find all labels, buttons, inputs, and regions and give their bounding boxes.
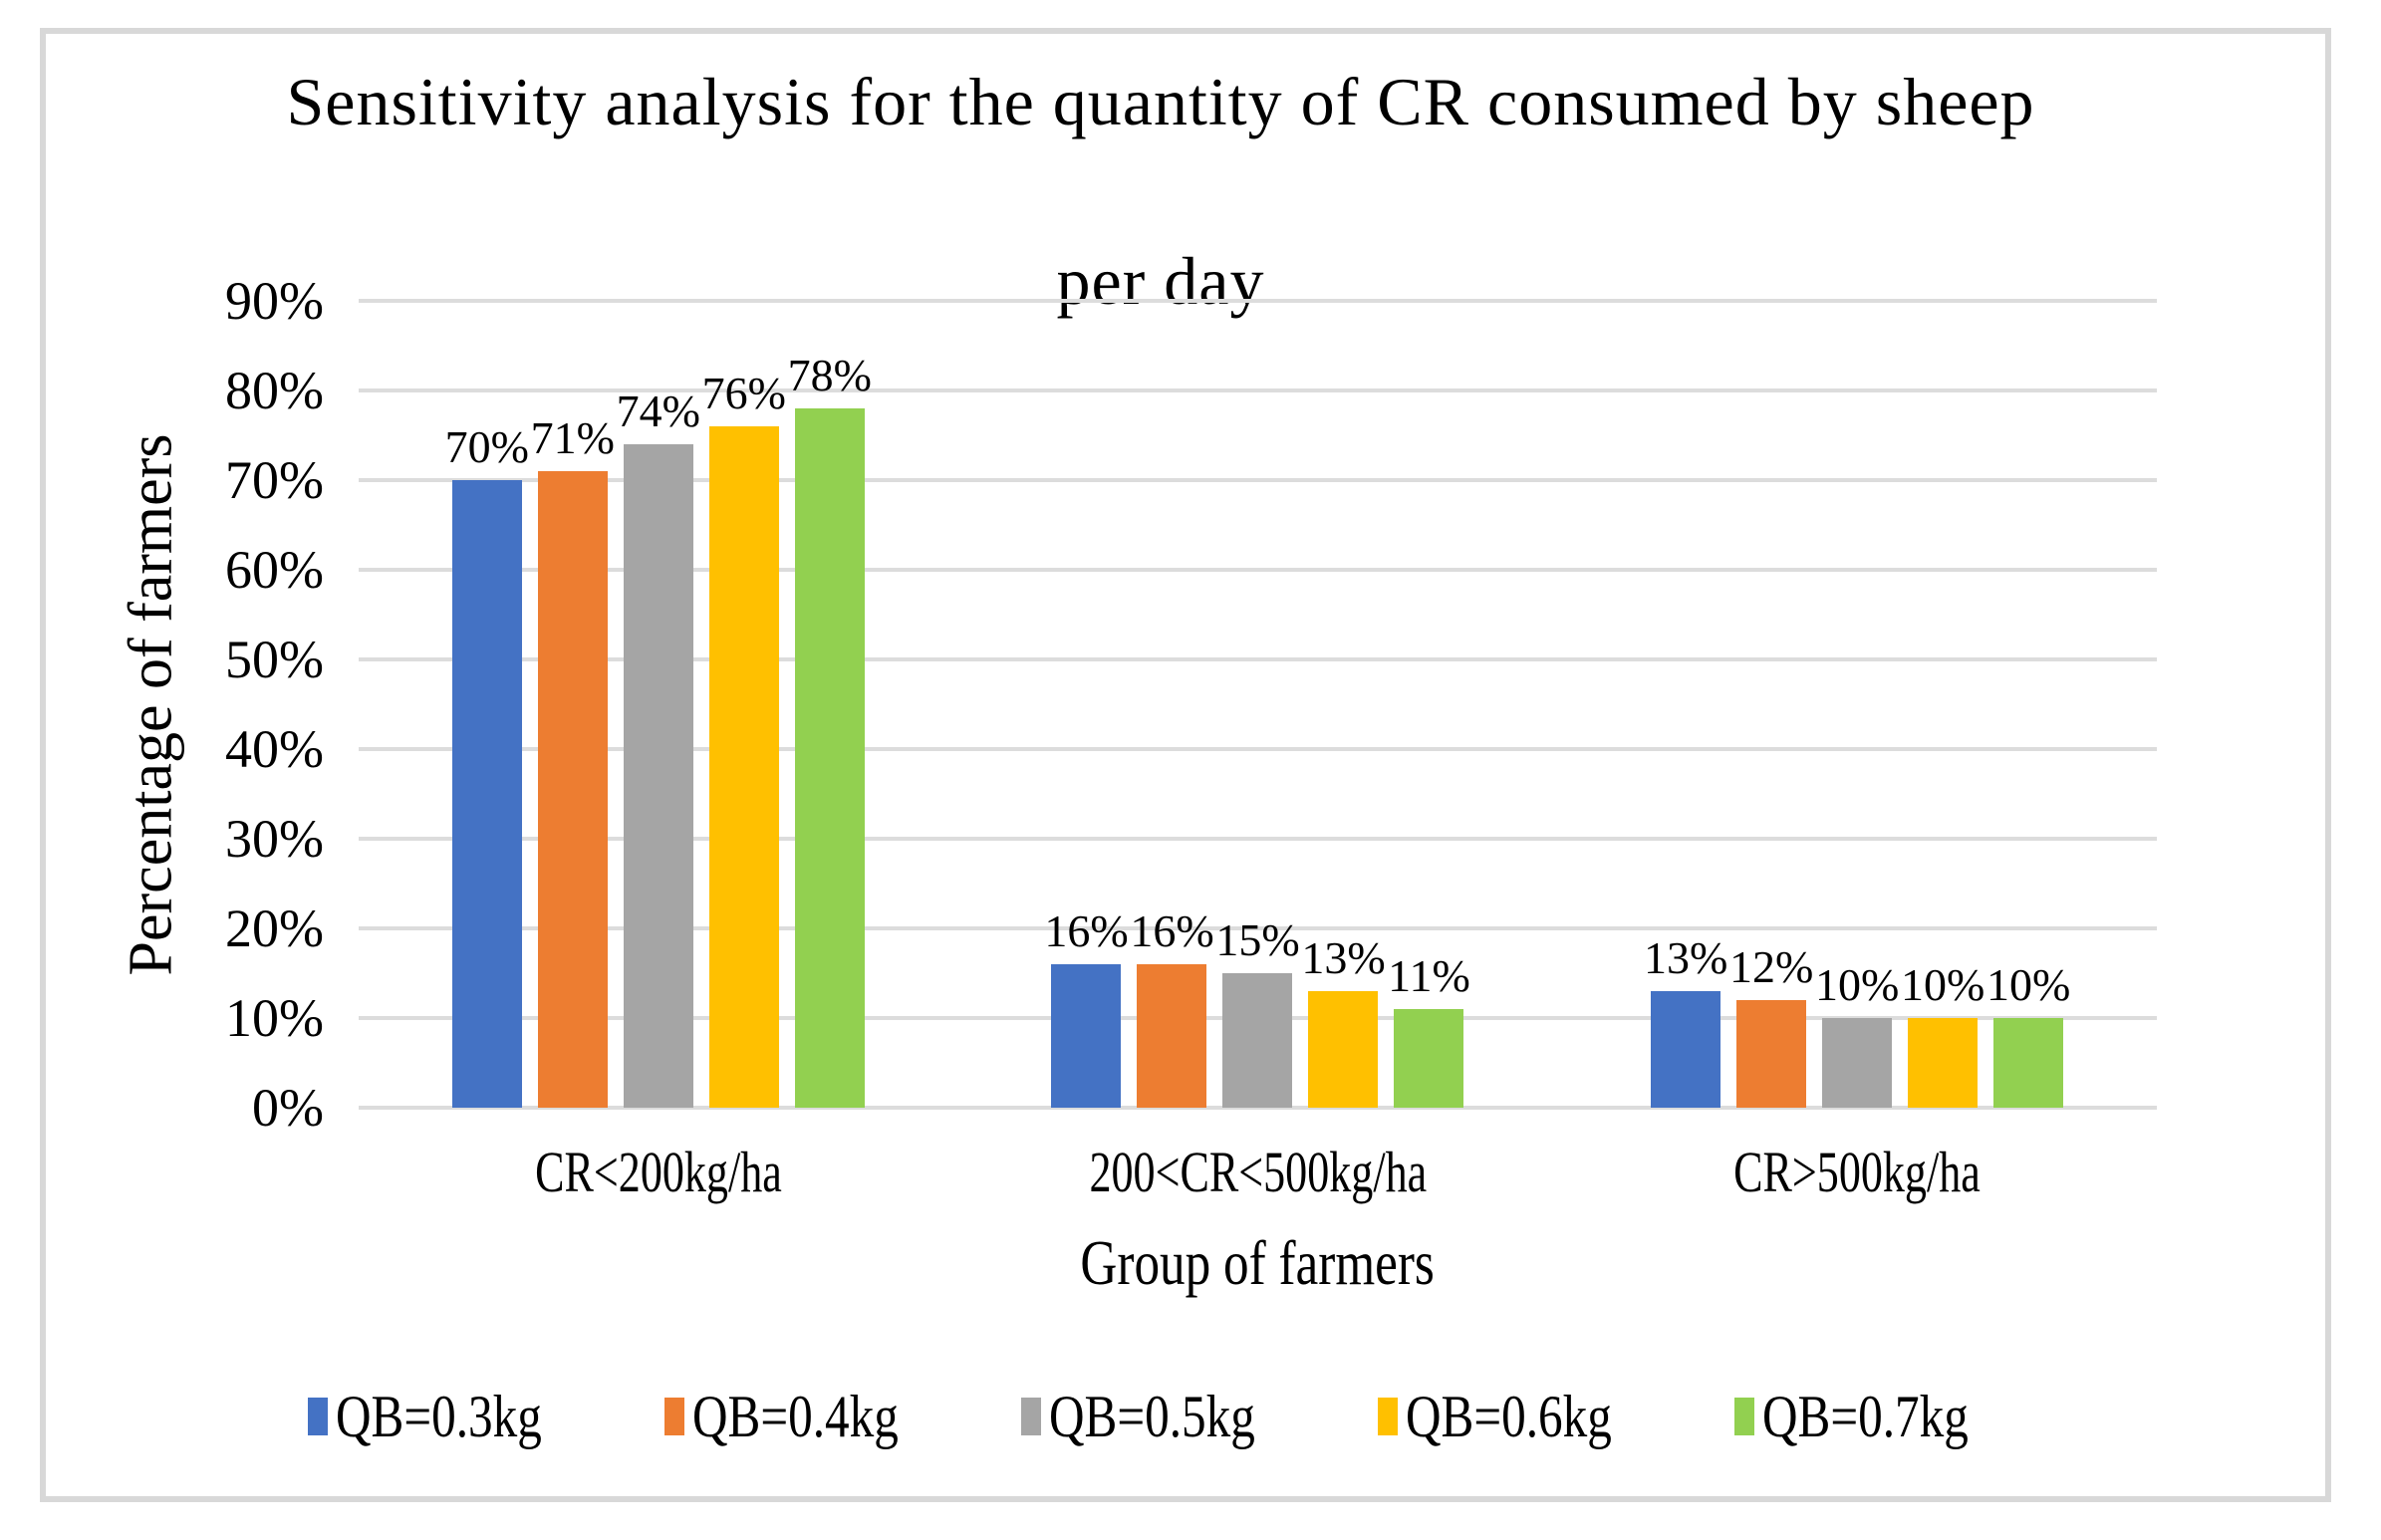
bar-value-label: 10% <box>1900 959 1985 1010</box>
bar-QB=0.4kg-200<CR<500kg/ha: 16% <box>1130 908 1214 1108</box>
y-tick-label: 20% <box>225 898 324 958</box>
bar-value-label: 15% <box>1215 914 1300 965</box>
legend-label: QB=0.7kg <box>1762 1384 1970 1449</box>
gridline <box>359 837 2157 841</box>
bar-value-label: 13% <box>1643 932 1728 983</box>
y-tick-label: 10% <box>225 988 324 1048</box>
gridline <box>359 568 2157 572</box>
gridline <box>359 1106 2157 1110</box>
legend-label: QB=0.6kg <box>1406 1384 1612 1449</box>
chart-title-line-2: per day <box>1056 242 1265 319</box>
x-axis-title-text: Group of farmers <box>1080 1227 1436 1298</box>
chart-title-line-1: Sensitivity analysis for the quantity of… <box>286 64 2035 139</box>
legend-item-QB=0.7kg: QB=0.7kg <box>1734 1387 2013 1446</box>
bar-group-3: 13% 12% 10% 10% 10% <box>1557 301 2157 1108</box>
bar-value-label: 13% <box>1301 932 1386 983</box>
y-axis-title: Percentage of farmers <box>117 433 185 975</box>
legend-swatch <box>307 1398 328 1435</box>
x-category-labels: CR<200kg/ha 200<CR<500kg/ha CR>500kg/ha <box>359 1144 2157 1201</box>
category-label: CR<200kg/ha <box>359 1144 958 1201</box>
chart-frame <box>40 28 2331 1502</box>
bar-QB=0.5kg-200<CR<500kg/ha: 15% <box>1215 917 1300 1108</box>
legend-swatch <box>1378 1398 1399 1435</box>
legend-swatch <box>1020 1398 1041 1435</box>
gridline <box>359 657 2157 661</box>
category-label: 200<CR<500kg/ha <box>958 1144 1558 1201</box>
gridline <box>359 478 2157 482</box>
legend-label: QB=0.4kg <box>691 1384 899 1449</box>
bar-value-label: 10% <box>1814 959 1900 1010</box>
y-tick-label: 0% <box>252 1078 324 1138</box>
category-label-text: CR>500kg/ha <box>1733 1140 1982 1204</box>
legend-swatch <box>1734 1398 1755 1435</box>
bar-QB=0.4kg-CR<200kg/ha: 71% <box>531 415 615 1108</box>
bar-QB=0.6kg-200<CR<500kg/ha: 13% <box>1301 935 1386 1108</box>
legend-label: QB=0.3kg <box>335 1384 542 1449</box>
bar-value-label: 16% <box>1044 905 1129 956</box>
bar-value-label: 16% <box>1130 905 1214 956</box>
bar-group-2: 16% 16% 15% 13% 11% <box>958 301 1558 1108</box>
bar-QB=0.3kg-200<CR<500kg/ha: 16% <box>1044 908 1129 1108</box>
gridline <box>359 926 2157 930</box>
category-label: CR>500kg/ha <box>1557 1144 2157 1201</box>
legend-swatch <box>663 1398 684 1435</box>
x-axis-title: Group of farmers <box>359 1231 2157 1295</box>
y-tick-label: 80% <box>225 361 324 420</box>
legend-item-QB=0.3kg: QB=0.3kg <box>307 1384 587 1449</box>
bar-QB=0.6kg-CR>500kg/ha: 10% <box>1901 962 1984 1108</box>
bar-QB=0.3kg-CR<200kg/ha: 70% <box>445 424 529 1108</box>
bar-value-label: 70% <box>444 421 529 472</box>
legend-item-QB=0.4kg: QB=0.4kg <box>663 1384 943 1449</box>
bar-QB=0.7kg-CR<200kg/ha: 78% <box>788 353 872 1108</box>
category-label-text: 200<CR<500kg/ha <box>1089 1140 1427 1204</box>
plot-area: 0% 10% 20% 30% 40% 50% 60% 70% 80% 90% 70% 71% 74% 76… <box>225 274 2157 1135</box>
y-tick-label: 90% <box>225 271 324 331</box>
y-tick-label: 50% <box>225 630 324 689</box>
bar-value-label: 11% <box>1388 950 1470 1001</box>
bar-value-label: 78% <box>787 350 872 400</box>
bar-QB=0.4kg-CR>500kg/ha: 12% <box>1729 944 1813 1108</box>
legend-item-QB=0.5kg: QB=0.5kg <box>1020 1384 1300 1449</box>
y-tick-label: 70% <box>225 450 324 510</box>
bar-QB=0.7kg-CR>500kg/ha: 10% <box>1986 962 2070 1108</box>
gridline <box>359 388 2157 392</box>
bar-value-label: 71% <box>530 412 615 463</box>
bar-QB=0.7kg-200<CR<500kg/ha: 11% <box>1388 953 1470 1108</box>
bar-value-label: 10% <box>1985 959 2071 1010</box>
legend: QB=0.3kg QB=0.4kg QB=0.5kg QB=0.6kg QB=0.7kg <box>0 1387 2321 1446</box>
gridline <box>359 747 2157 751</box>
bar-group-1: 70% 71% 74% 76% 78% <box>359 301 958 1108</box>
bar-QB=0.3kg-CR>500kg/ha: 13% <box>1644 935 1727 1108</box>
bar-QB=0.5kg-CR<200kg/ha: 74% <box>617 388 700 1108</box>
category-label-text: CR<200kg/ha <box>534 1140 782 1204</box>
y-tick-label: 40% <box>225 719 324 779</box>
bar-QB=0.5kg-CR>500kg/ha: 10% <box>1815 962 1899 1108</box>
y-axis-title-wrap: Percentage of farmers <box>92 301 211 1108</box>
bar-QB=0.6kg-CR<200kg/ha: 76% <box>702 371 786 1108</box>
y-tick-label: 30% <box>225 809 324 869</box>
y-tick-label: 60% <box>225 540 324 600</box>
gridline <box>359 299 2157 303</box>
bar-value-label: 76% <box>701 368 786 418</box>
bar-value-label: 12% <box>1728 941 1814 992</box>
chart-title: Sensitivity analysis for the quantity of… <box>0 58 2321 326</box>
legend-item-QB=0.6kg: QB=0.6kg <box>1378 1387 1657 1446</box>
legend-label: QB=0.5kg <box>1048 1384 1255 1449</box>
bar-value-label: 74% <box>616 385 700 436</box>
